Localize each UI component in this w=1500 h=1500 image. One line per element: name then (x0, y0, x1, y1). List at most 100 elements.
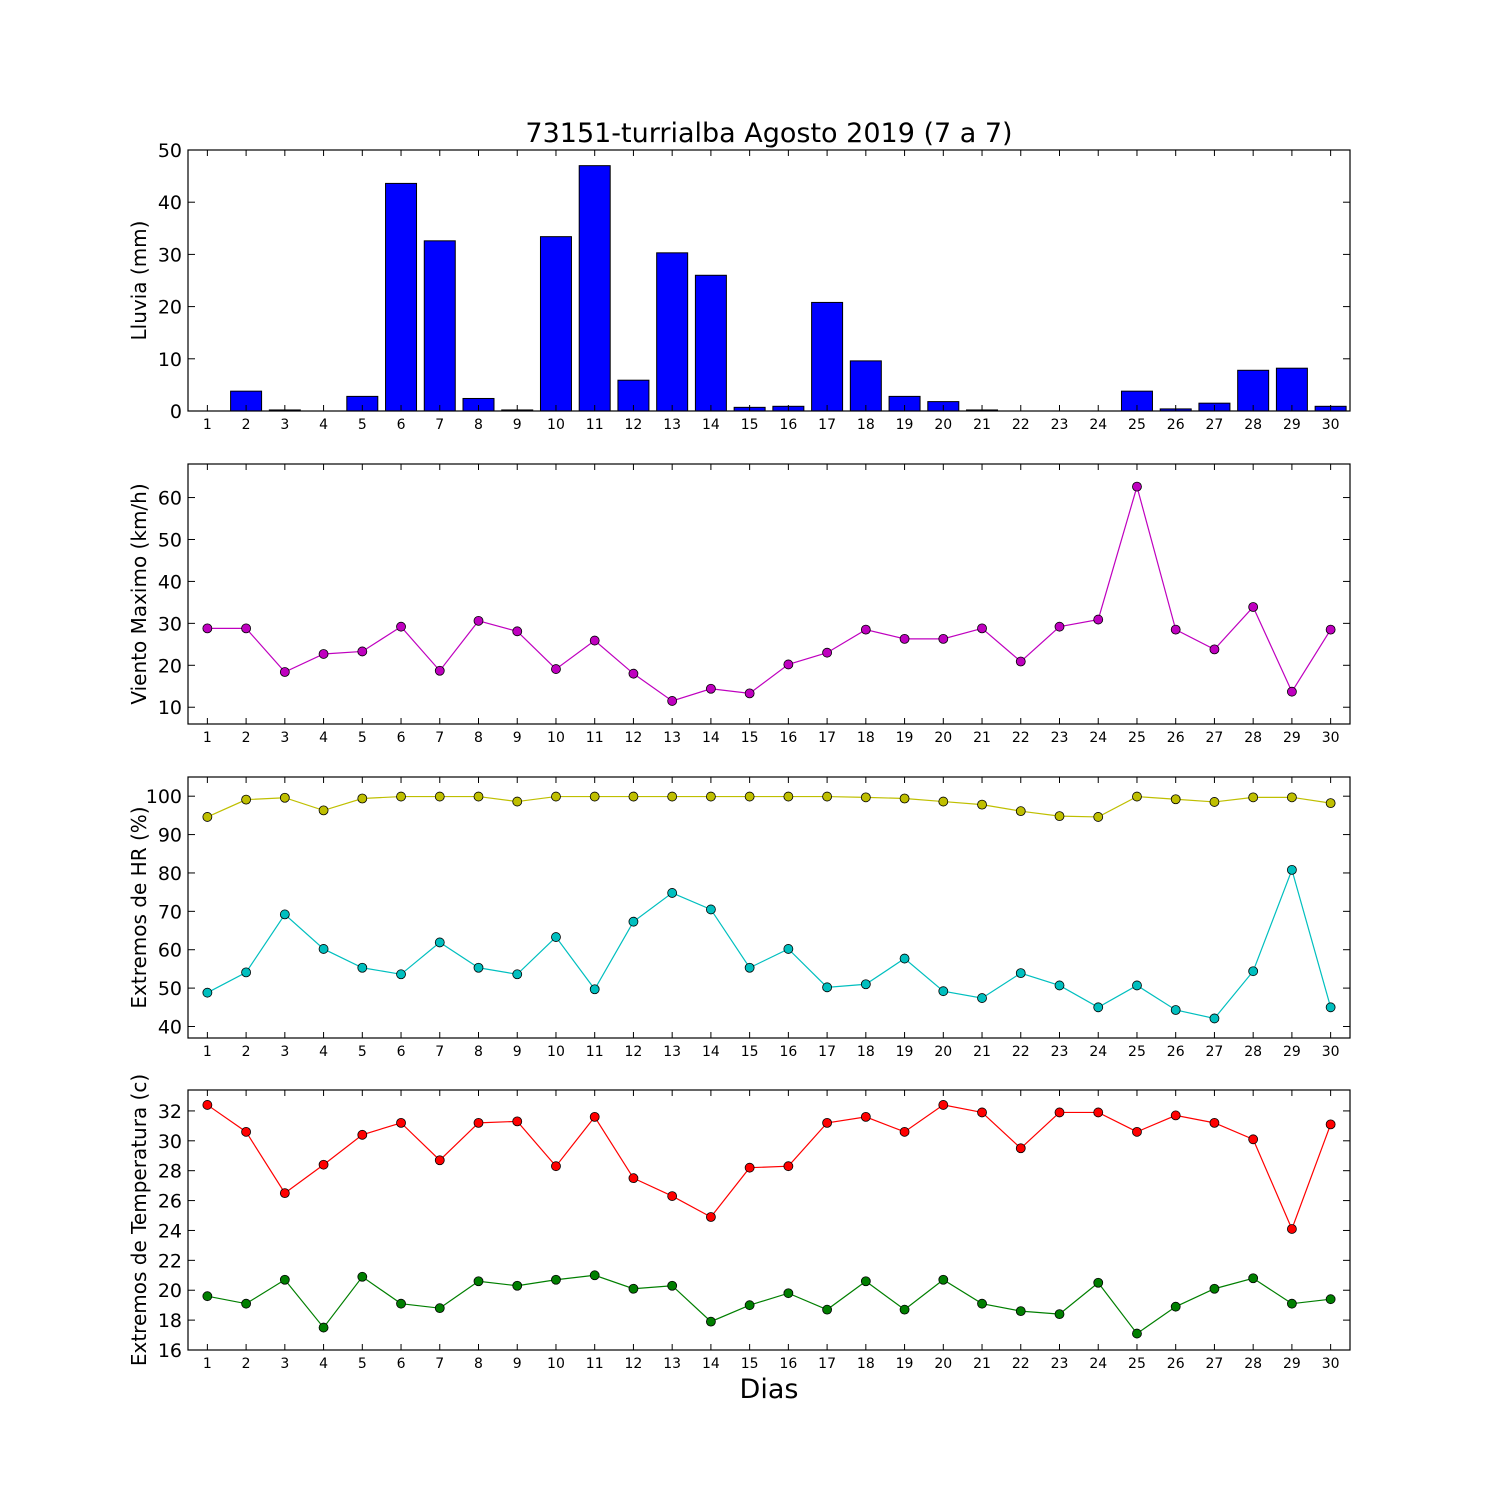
x-tick-label: 19 (896, 417, 914, 433)
series-1-point-21 (977, 1107, 987, 1118)
x-tick-label: 25 (1128, 1356, 1146, 1372)
series-2-point-13 (667, 888, 678, 898)
y-tick-label: 30 (158, 613, 182, 635)
series-2-point-28 (1248, 966, 1259, 977)
series-1-point-2 (241, 623, 252, 634)
x-tick-label: 17 (818, 730, 836, 746)
series-2-point-6 (396, 969, 406, 980)
x-tick-label: 19 (896, 730, 914, 746)
series-1-point-7 (434, 791, 445, 802)
series-1-point-12 (628, 1173, 639, 1184)
y-tick-label: 0 (170, 401, 182, 423)
series-2-point-10 (551, 1274, 561, 1285)
series-2-point-15 (744, 1300, 755, 1311)
x-tick-label: 25 (1128, 730, 1146, 746)
series-1-point-16 (783, 1161, 794, 1172)
series-1-point-25 (1132, 481, 1142, 492)
y-axis-label: Viento Maximo (km/h) (127, 483, 151, 704)
series-1-point-1 (202, 1100, 213, 1110)
x-tick-label: 3 (280, 1356, 289, 1372)
x-tick-label: 5 (358, 417, 367, 433)
series-2-point-16 (783, 944, 794, 954)
series-2-point-13 (667, 1280, 678, 1291)
series-1-point-13 (667, 1191, 678, 1201)
x-tick-label: 8 (474, 417, 483, 433)
series-2-point-6 (396, 1298, 406, 1309)
series-2-point-9 (512, 969, 523, 980)
series-2-point-3 (279, 1274, 290, 1285)
y-tick-label: 100 (146, 786, 182, 808)
x-tick-label: 1 (203, 417, 212, 433)
series-1-point-28 (1248, 602, 1259, 612)
bar-day-28 (1237, 369, 1270, 412)
y-axis-label: Lluvia (mm) (127, 221, 151, 341)
y-tick-label: 50 (158, 978, 182, 1000)
bar-day-14 (694, 274, 727, 412)
y-tick-label: 20 (158, 655, 182, 677)
series-1-point-7 (434, 665, 445, 676)
series-2-point-27 (1209, 1013, 1220, 1024)
series-1-line (207, 1104, 1332, 1231)
x-tick-label: 22 (1012, 730, 1030, 746)
series-2-point-7 (434, 937, 445, 948)
y-tick-label: 30 (158, 244, 182, 266)
x-tick-label: 4 (319, 730, 328, 746)
series-1-point-2 (241, 1126, 252, 1137)
x-tick-label: 28 (1244, 1044, 1262, 1060)
y-tick-label: 20 (158, 1280, 182, 1302)
series-1-point-24 (1093, 1107, 1104, 1118)
x-tick-label: 4 (319, 417, 328, 433)
series-2-point-1 (202, 1291, 213, 1302)
series-1-point-10 (551, 664, 561, 674)
x-tick-label: 21 (973, 1044, 991, 1060)
x-tick-label: 13 (663, 1356, 681, 1372)
series-1-point-29 (1287, 1224, 1297, 1234)
x-tick-label: 30 (1322, 417, 1340, 433)
x-tick-label: 24 (1089, 1044, 1107, 1060)
series-1-point-23 (1054, 1107, 1065, 1118)
series-1-point-3 (279, 667, 290, 677)
bar-day-13 (656, 252, 689, 412)
series-2-point-29 (1287, 1298, 1297, 1309)
series-2-point-25 (1132, 1328, 1142, 1339)
series-1-point-5 (357, 793, 368, 804)
x-tick-label: 23 (1051, 1044, 1069, 1060)
series-1-point-11 (589, 635, 600, 646)
x-tick-label: 13 (663, 417, 681, 433)
series-1-point-18 (860, 792, 871, 803)
x-tick-label: 5 (358, 1044, 367, 1060)
x-tick-label: 15 (741, 1356, 759, 1372)
series-1-point-22 (1015, 1143, 1026, 1154)
y-tick-label: 16 (158, 1340, 182, 1362)
x-tick-label: 5 (358, 730, 367, 746)
series-2-point-4 (318, 944, 329, 954)
x-tick-label: 19 (896, 1044, 914, 1060)
y-tick-label: 40 (158, 1016, 182, 1038)
x-tick-label: 20 (934, 730, 952, 746)
series-1-point-29 (1287, 792, 1297, 803)
x-tick-label: 9 (513, 417, 522, 433)
series-1-point-21 (977, 799, 987, 810)
x-tick-label: 17 (818, 417, 836, 433)
x-tick-label: 9 (513, 1356, 522, 1372)
plot-frame (187, 776, 1351, 1039)
x-tick-label: 9 (513, 1044, 522, 1060)
x-tick-label: 14 (702, 1044, 720, 1060)
x-tick-label: 2 (242, 730, 251, 746)
series-1-point-19 (899, 1126, 910, 1137)
series-2-line (207, 1274, 1331, 1335)
x-tick-label: 20 (934, 1044, 952, 1060)
x-tick-label: 10 (547, 730, 565, 746)
y-tick-label: 40 (158, 192, 182, 214)
series-2-point-4 (318, 1322, 329, 1333)
x-tick-label: 1 (203, 730, 212, 746)
x-tick-label: 12 (625, 417, 643, 433)
series-1-point-20 (938, 796, 949, 807)
y-tick-label: 26 (158, 1191, 182, 1213)
x-tick-label: 24 (1089, 1356, 1107, 1372)
x-tick-label: 27 (1206, 730, 1224, 746)
series-1-point-15 (744, 791, 755, 802)
